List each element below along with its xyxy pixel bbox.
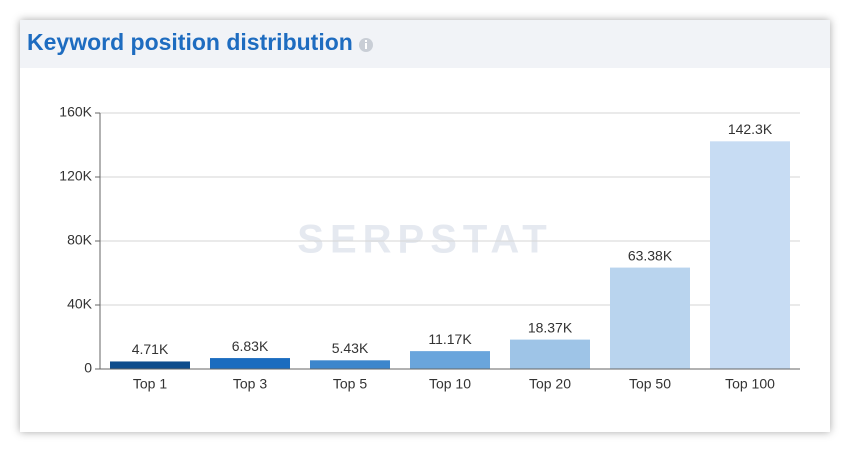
bar xyxy=(610,267,690,369)
watermark: SERPSTAT xyxy=(297,218,552,262)
bar xyxy=(210,358,290,369)
data-label: 5.43K xyxy=(332,340,369,356)
chart-title: Keyword position distribution xyxy=(27,29,353,55)
bar xyxy=(110,361,190,369)
y-tick-label: 40K xyxy=(67,296,93,312)
y-tick-label: 160K xyxy=(59,104,92,120)
bar xyxy=(710,141,790,369)
x-tick-label: Top 1 xyxy=(133,376,167,392)
y-tick-label: 80K xyxy=(67,232,93,248)
bar xyxy=(310,360,390,369)
y-tick-label: 120K xyxy=(59,168,92,184)
x-tick-label: Top 100 xyxy=(725,376,775,392)
data-label: 18.37K xyxy=(528,319,573,335)
bar xyxy=(410,351,490,369)
x-tick-label: Top 50 xyxy=(629,376,671,392)
data-label: 6.83K xyxy=(232,338,269,354)
data-label: 4.71K xyxy=(132,341,169,357)
data-label: 63.38K xyxy=(628,247,673,263)
x-tick-label: Top 20 xyxy=(529,376,571,392)
data-label: 142.3K xyxy=(728,121,773,137)
info-icon xyxy=(359,38,373,52)
data-label: 11.17K xyxy=(428,331,472,347)
y-tick-label: 0 xyxy=(84,360,92,376)
x-tick-label: Top 10 xyxy=(429,376,471,392)
x-tick-label: Top 3 xyxy=(233,376,267,392)
bar xyxy=(510,339,590,369)
card-header xyxy=(20,20,830,68)
x-tick-label: Top 5 xyxy=(333,376,367,392)
